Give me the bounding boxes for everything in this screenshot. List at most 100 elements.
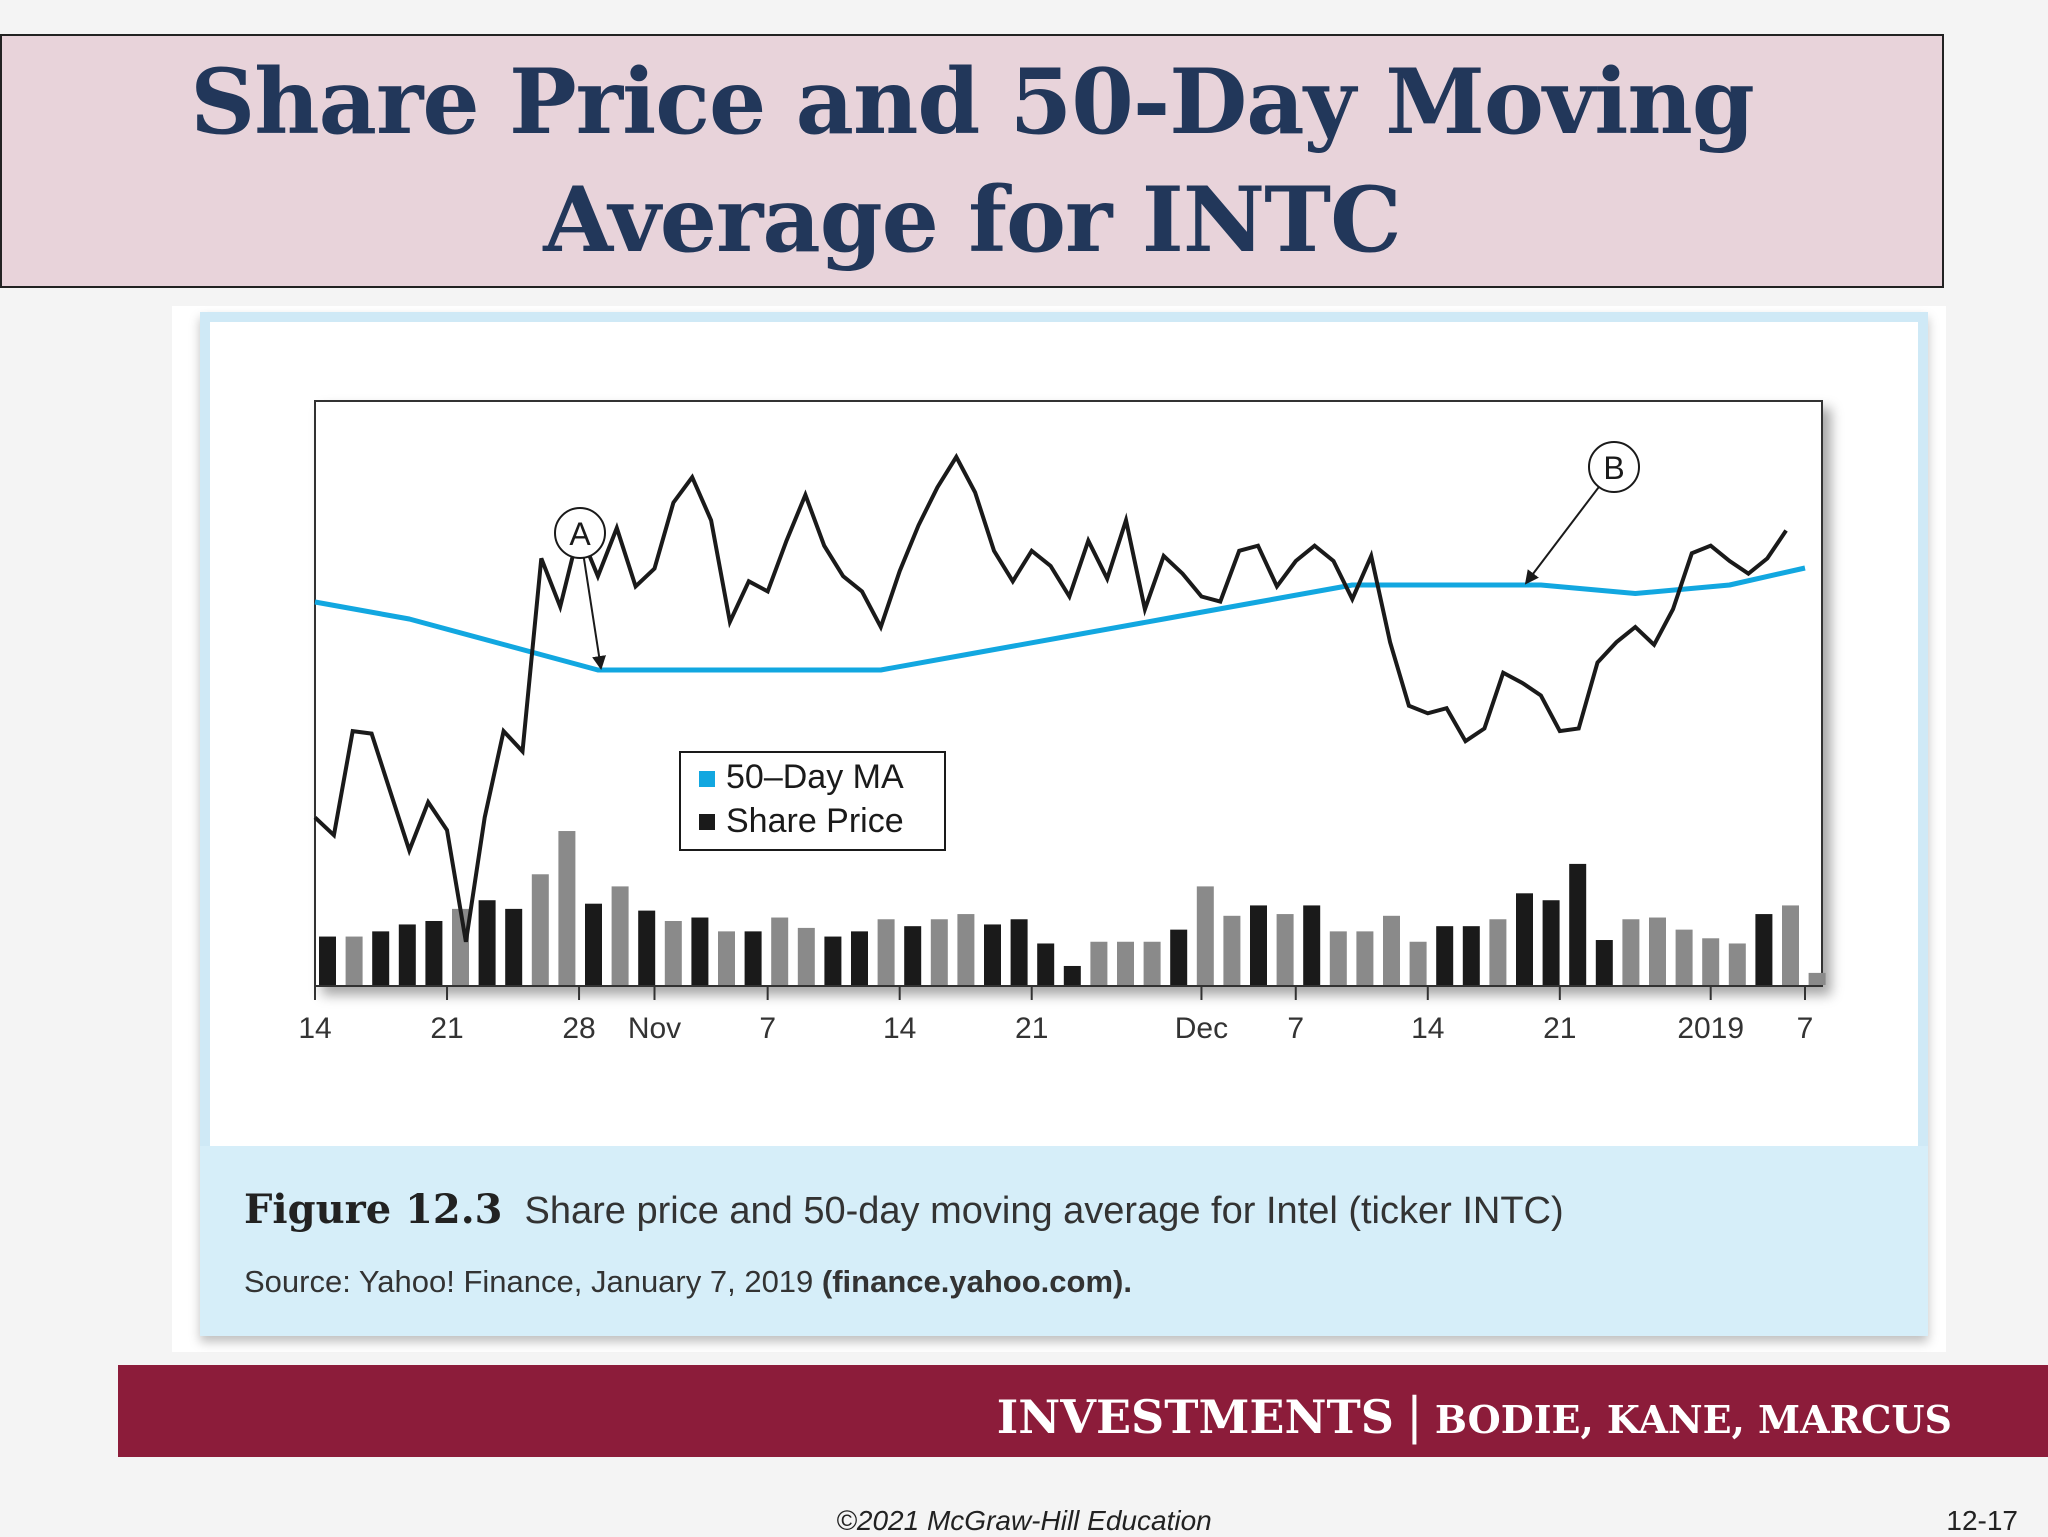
volume-bar — [1276, 914, 1294, 985]
volume-bar — [1755, 914, 1773, 985]
volume-bar — [345, 936, 363, 985]
volume-bar — [1117, 941, 1134, 985]
figure-number: Figure 12.3 — [244, 1186, 503, 1233]
x-tick-label: 14 — [298, 1012, 331, 1045]
caption-source: Source: Yahoo! Finance, January 7, 2019 … — [244, 1264, 1132, 1300]
brand-authors: BODIE, KANE, MARCUS — [1434, 1397, 1952, 1442]
caption-title: Figure 12.3 Share price and 50-day moving… — [244, 1186, 1564, 1233]
volume-bar — [904, 926, 922, 985]
volume-bar — [1808, 972, 1826, 985]
volume-bar — [1196, 886, 1214, 985]
volume-bar — [664, 920, 682, 985]
annotation-label: B — [1603, 450, 1624, 486]
volume-bar — [1516, 893, 1533, 985]
legend-swatch-price — [699, 814, 715, 830]
volume-bar — [1356, 931, 1374, 985]
volume-bar — [691, 917, 709, 985]
copyright: ©2021 McGraw-Hill Education — [836, 1505, 1212, 1536]
annotation-circle — [554, 507, 606, 559]
volume-bar — [1383, 915, 1400, 985]
source-text: Source: Yahoo! Finance, January 7, 2019 — [244, 1264, 822, 1299]
x-tick-label: 28 — [562, 1012, 595, 1045]
page-title: Share Price and 50-Day Moving Average fo… — [190, 43, 1755, 279]
volume-bar — [372, 931, 390, 985]
x-tick-label: 21 — [1015, 1012, 1048, 1045]
volume-bar — [1010, 919, 1028, 985]
volume-bar — [1436, 926, 1454, 985]
volume-bar — [478, 900, 496, 985]
x-tick-label: 14 — [883, 1012, 916, 1045]
x-tick-label: Nov — [628, 1012, 681, 1045]
price-line — [313, 452, 1788, 943]
volume-bar — [531, 874, 549, 985]
x-tick-label: 7 — [1287, 1012, 1304, 1045]
volume-bars — [319, 831, 1826, 985]
x-tick-label: 2019 — [1677, 1012, 1744, 1045]
chart-lines — [313, 452, 1806, 943]
volume-bar — [558, 831, 576, 985]
brand-separator: | — [1405, 1387, 1423, 1445]
volume-bar — [638, 910, 656, 985]
legend: 50–Day MA Share Price — [679, 751, 946, 851]
x-tick-label: 7 — [759, 1012, 776, 1045]
volume-bar — [1782, 905, 1799, 985]
figure-description: Share price and 50-day moving average fo… — [524, 1190, 1564, 1232]
volume-bar — [1143, 941, 1161, 985]
volume-bar — [319, 936, 336, 985]
annotation-arrow — [582, 557, 606, 670]
volume-bar — [1702, 938, 1720, 985]
title-box: Share Price and 50-Day Moving Average fo… — [0, 34, 1944, 288]
figure-caption: Figure 12.3 Share price and 50-day moving… — [200, 1146, 1928, 1336]
x-tick-label: 14 — [1411, 1012, 1444, 1045]
volume-bar — [1649, 917, 1666, 985]
volume-bar — [1595, 940, 1613, 985]
legend-box — [679, 751, 946, 851]
volume-bar — [611, 886, 629, 985]
annotation-label: A — [569, 516, 591, 552]
volume-bar — [771, 917, 789, 985]
volume-bar — [1409, 941, 1427, 985]
volume-bar — [1622, 919, 1640, 985]
footer-brand: INVESTMENTS | BODIE, KANE, MARCUS — [997, 1387, 1952, 1445]
volume-bar — [1462, 926, 1480, 985]
annotation-circle — [1588, 441, 1640, 493]
source-link[interactable]: (finance.yahoo.com). — [821, 1264, 1132, 1299]
volume-bar — [1542, 900, 1560, 985]
volume-bar — [1303, 905, 1321, 985]
volume-bar — [1329, 931, 1347, 985]
x-tick-label: 21 — [1543, 1012, 1576, 1045]
volume-bar — [585, 903, 602, 985]
volume-bar — [877, 919, 895, 985]
volume-bar — [1250, 905, 1267, 985]
volume-bar — [718, 931, 735, 985]
chart-annotations: AB — [554, 441, 1640, 670]
x-tick-label: 7 — [1797, 1012, 1814, 1045]
volume-bar — [930, 919, 948, 985]
volume-bar — [1170, 929, 1188, 985]
x-tick-label: 21 — [430, 1012, 463, 1045]
legend-label-price: Share Price — [726, 802, 904, 840]
volume-bar — [1223, 915, 1241, 985]
ma-line — [314, 565, 1806, 673]
volume-bar — [957, 914, 975, 985]
legend-swatch-ma — [699, 771, 715, 787]
footer-bar: INVESTMENTS | BODIE, KANE, MARCUS — [118, 1365, 2048, 1457]
page-number: 12-17 — [1946, 1505, 2018, 1536]
brand-name: INVESTMENTS — [996, 1390, 1394, 1444]
volume-bar — [425, 920, 443, 985]
title-line-1: Share Price and 50-Day Moving — [190, 49, 1755, 155]
volume-bar — [744, 931, 762, 985]
volume-bar — [505, 908, 523, 985]
legend-label-ma: 50–Day MA — [726, 758, 904, 796]
volume-bar — [398, 924, 416, 985]
volume-bar — [1489, 919, 1507, 985]
volume-bar — [851, 931, 868, 985]
volume-bar — [1569, 863, 1587, 985]
volume-bar — [797, 927, 815, 985]
volume-bar — [1037, 943, 1055, 985]
volume-bar — [984, 924, 1001, 985]
annotation-arrow — [1524, 486, 1600, 585]
x-tick-label: Dec — [1175, 1012, 1228, 1045]
volume-bar — [1728, 943, 1746, 985]
x-axis: 14 21 28 Nov 7 14 21 Dec 7 14 21 2019 7 — [298, 985, 1813, 1045]
